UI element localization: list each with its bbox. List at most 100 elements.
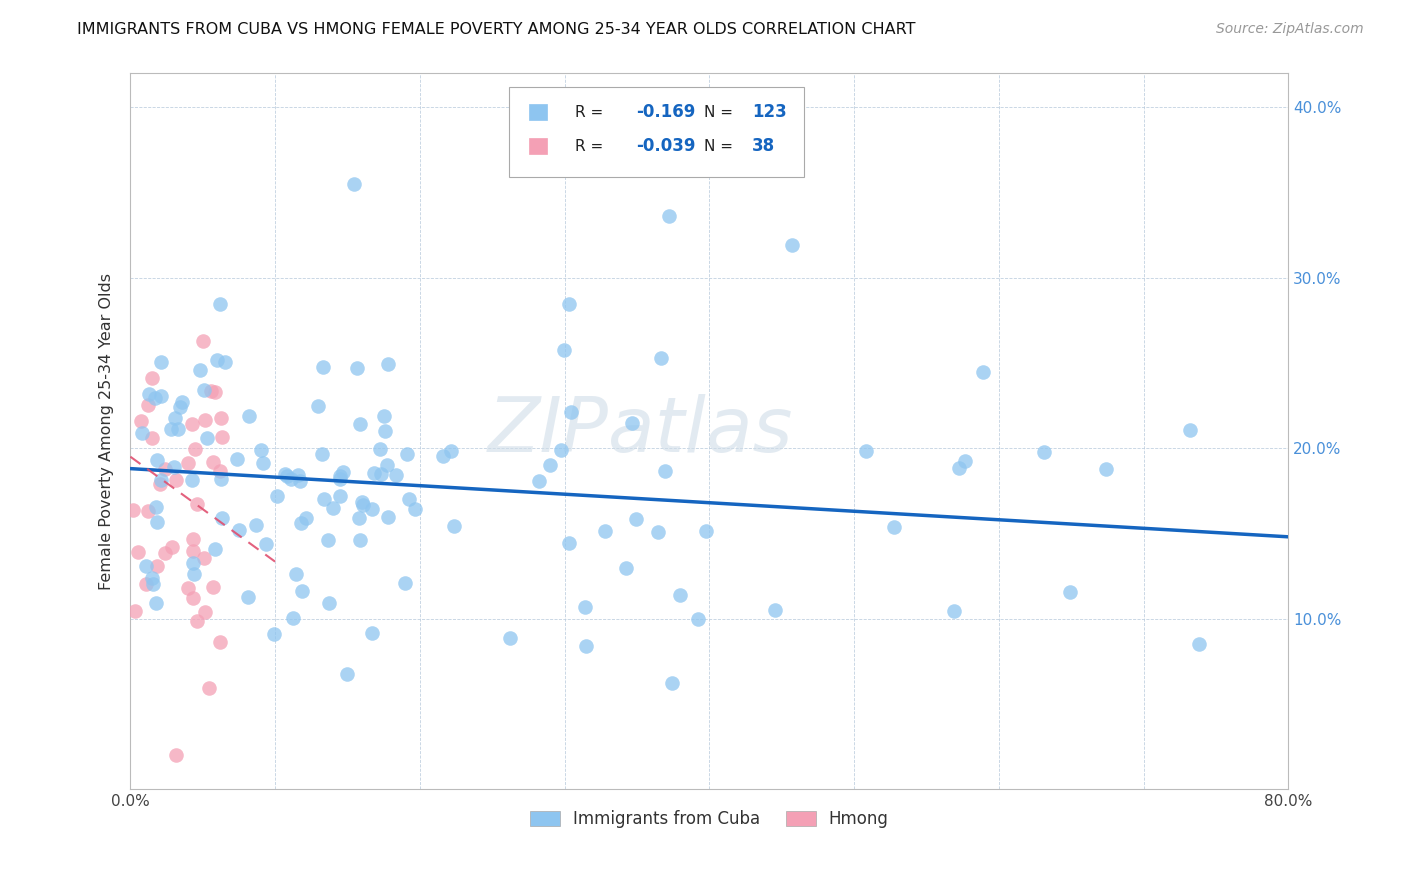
Point [398,492,420,507]
Point [283,610,305,624]
Point [181,591,204,605]
Point [668,588,690,602]
Point [307,400,329,414]
Point [145,596,167,610]
Point [432,450,454,464]
Point [290,583,312,598]
Point [287,468,309,483]
Point [273,467,295,482]
Point [377,357,399,371]
Point [374,425,396,439]
Text: IMMIGRANTS FROM CUBA VS HMONG FEMALE POVERTY AMONG 25-34 YEAR OLDS CORRELATION C: IMMIGRANTS FROM CUBA VS HMONG FEMALE POV… [77,22,915,37]
Point [226,452,249,467]
Point [574,599,596,614]
Point [657,209,679,223]
Point [654,464,676,478]
Point [953,454,976,468]
Point [141,571,163,585]
Point [194,413,217,427]
Point [131,414,153,428]
Point [620,416,643,430]
Point [209,472,232,486]
Point [575,639,598,653]
Point [943,604,966,618]
Point [377,510,399,524]
Point [136,504,159,518]
Point [209,464,232,478]
Point [349,533,371,548]
Point [311,447,333,461]
Point [209,297,232,311]
Point [529,474,551,488]
Point [145,515,167,529]
Point [245,517,267,532]
Point [177,581,200,595]
Point [1059,585,1081,599]
Point [165,748,187,763]
Text: 123: 123 [752,103,787,121]
Point [165,411,187,425]
Point [558,297,581,311]
Point [1033,445,1056,459]
Point [209,410,232,425]
Point [394,575,416,590]
Point [439,443,461,458]
Point [558,536,581,550]
FancyBboxPatch shape [529,104,547,120]
Point [201,580,224,594]
Point [207,353,229,368]
Point [312,491,335,506]
Point [276,468,298,483]
Point [624,512,647,526]
Point [155,546,177,560]
Point [285,567,308,582]
Point [193,551,215,566]
Point [280,472,302,486]
Point [228,524,250,538]
Legend: Immigrants from Cuba, Hmong: Immigrants from Cuba, Hmong [523,804,896,835]
Point [150,389,173,403]
Point [647,525,669,540]
Point [346,361,368,376]
Point [1178,423,1201,437]
Text: ZIPatlas: ZIPatlas [488,394,793,468]
Point [349,417,371,432]
Point [163,460,186,475]
Point [343,177,366,191]
Point [686,612,709,626]
Point [560,404,582,418]
Point [322,500,344,515]
Point [195,431,218,445]
Point [121,502,143,516]
Point [165,473,187,487]
Point [198,681,221,695]
Point [204,541,226,556]
Point [181,556,204,570]
Text: -0.169: -0.169 [637,103,696,121]
Point [138,398,160,412]
Point [169,401,191,415]
Point [855,444,877,458]
Point [595,524,617,538]
Point [204,385,226,400]
Point [200,384,222,399]
Point [553,343,575,357]
Point [211,511,233,525]
Point [180,473,202,487]
Point [172,395,194,409]
Point [614,561,637,575]
Point [375,458,398,472]
Point [145,453,167,467]
Point [194,606,217,620]
Point [184,442,207,456]
Point [250,442,273,457]
Point [763,603,786,617]
Point [153,462,176,476]
Point [193,384,215,398]
Point [160,422,183,436]
Point [254,536,277,550]
Point [290,516,312,531]
Text: -0.039: -0.039 [637,137,696,155]
Point [149,355,172,369]
Point [499,631,522,645]
